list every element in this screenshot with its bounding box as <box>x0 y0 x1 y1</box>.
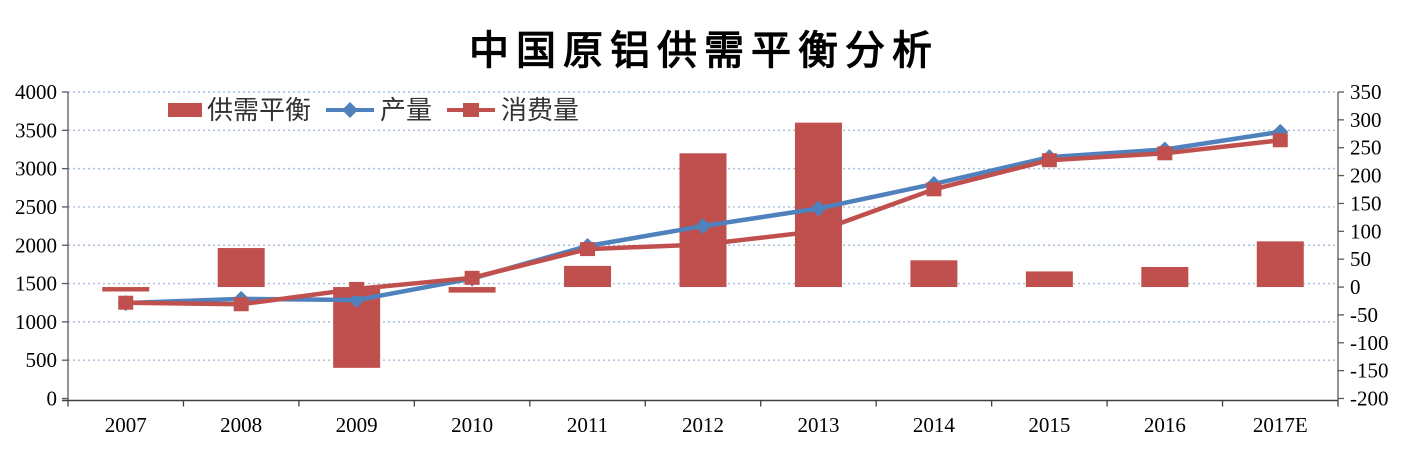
x-axis-label: 2010 <box>451 413 493 437</box>
right-axis-tick-label: 150 <box>1350 191 1382 215</box>
left-axis-tick-label: 1000 <box>15 310 57 334</box>
legend-item-balance: 供需平衡 <box>168 97 311 123</box>
line-diamond-swatch-icon <box>326 102 375 118</box>
left-axis-tick-label: 2500 <box>15 195 57 219</box>
diamond-marker-2013 <box>810 200 827 217</box>
legend-item-consumption: 消费量 <box>446 97 579 123</box>
x-axis-label: 2013 <box>797 413 839 437</box>
left-axis-tick-label: 4000 <box>15 80 57 104</box>
right-axis-tick-label: 300 <box>1350 108 1382 132</box>
right-axis-tick-label: 350 <box>1350 80 1382 104</box>
line-square-swatch-icon <box>447 103 496 117</box>
square-marker-2016 <box>1157 146 1173 161</box>
legend-label-consumption: 消费量 <box>501 95 580 125</box>
square-marker-2007 <box>118 295 134 310</box>
square-marker-2014 <box>926 182 942 197</box>
left-axis-tick-label: 0 <box>47 387 58 411</box>
legend: 供需平衡 产量 消费量 <box>168 97 579 123</box>
x-axis-label: 2011 <box>567 413 608 437</box>
square-marker-2015 <box>1041 153 1057 168</box>
left-axis-tick-label: 3000 <box>15 157 57 181</box>
bar-2014 <box>910 260 958 288</box>
square-marker-2011 <box>580 242 596 257</box>
square-marker-2010 <box>464 270 480 285</box>
left-axis-tick-label: 3500 <box>15 118 57 142</box>
right-axis-tick-label: 100 <box>1350 219 1382 243</box>
left-axis-tick-label: 2000 <box>15 233 57 257</box>
right-axis-tick-label: 0 <box>1350 275 1361 299</box>
right-axis-tick-label: 50 <box>1350 247 1371 271</box>
bar-2008 <box>217 248 265 288</box>
bar-2007 <box>102 287 150 292</box>
x-axis-label: 2009 <box>336 413 378 437</box>
right-axis-tick-label: 200 <box>1350 164 1382 188</box>
square-marker-2017E <box>1272 133 1288 148</box>
square-marker-2012 <box>695 237 711 252</box>
x-axis-label: 2007 <box>105 413 147 437</box>
bar-2017E <box>1256 241 1304 288</box>
square-marker-2009 <box>349 281 365 296</box>
legend-item-production: 产量 <box>325 97 432 123</box>
square-marker-2013 <box>810 224 826 239</box>
square-marker-2008 <box>233 297 249 312</box>
x-axis-label: 2008 <box>220 413 262 437</box>
legend-label-production: 产量 <box>380 95 433 125</box>
diamond-marker-2012 <box>695 218 711 235</box>
right-axis-tick-label: -200 <box>1350 387 1389 411</box>
right-axis-tick-label: 250 <box>1350 136 1382 160</box>
x-axis-label: 2016 <box>1144 413 1186 437</box>
chart-title: 中国原铝供需平衡分析 <box>469 29 939 73</box>
diamond-marker-2009 <box>348 292 365 309</box>
x-axis-label: 2015 <box>1028 413 1070 437</box>
left-axis-tick-label: 500 <box>26 348 58 372</box>
x-axis-label: 2014 <box>913 413 956 437</box>
x-axis-label: 2017E <box>1253 413 1308 437</box>
right-axis-tick-label: -150 <box>1350 359 1389 383</box>
bar-2016 <box>1141 266 1189 288</box>
bar-2011 <box>564 265 612 288</box>
x-axis-label: 2012 <box>682 413 724 437</box>
right-axis-tick-label: -50 <box>1350 303 1378 327</box>
bar-2015 <box>1025 271 1073 288</box>
bar-swatch-icon <box>168 103 202 117</box>
right-axis-tick-label: -100 <box>1350 331 1389 355</box>
left-axis-tick-label: 1500 <box>15 272 57 296</box>
bar-2010 <box>448 287 496 293</box>
legend-label-balance: 供需平衡 <box>207 95 312 125</box>
